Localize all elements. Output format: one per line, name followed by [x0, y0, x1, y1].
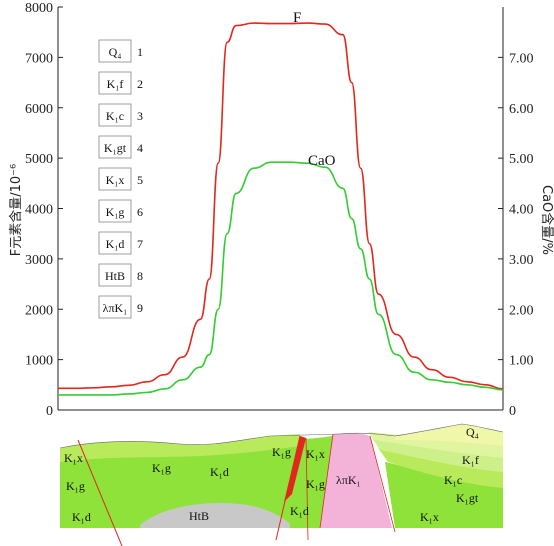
label-k1x-fault: K₁x: [306, 447, 325, 461]
label-k1d-left: K₁d: [72, 510, 91, 524]
fault-zone: [284, 436, 306, 502]
left-tick-label: 4000: [25, 203, 53, 218]
left-tick-label: 7000: [25, 51, 53, 66]
k1gt-layer: [378, 448, 503, 488]
cross-section: K₁x K₁g K₁d K₁g K₁d HtB K₁g K₁x K₁g K₁d …: [59, 423, 504, 546]
legend-swatch: [98, 231, 132, 255]
label-k1g-left: K₁g: [66, 479, 85, 493]
label-k1gt: K₁gt: [456, 491, 479, 505]
legend-label: λπK₁: [103, 301, 128, 315]
left-tick-label: 2000: [25, 303, 53, 318]
intrusion-contact-right: [369, 435, 396, 533]
label-k1x-left: K₁x: [64, 451, 83, 465]
legend-label: K₁c: [106, 109, 124, 123]
legend-swatch: [98, 199, 132, 223]
right-tick-label: 2.00: [509, 303, 534, 318]
series-line-cao: [58, 161, 504, 396]
left-axis-ticks: 0 1000 2000 3000 4000 5000 6000 7000 8000: [25, 1, 63, 419]
intrusion-contact-left: [319, 433, 334, 529]
label-k1x-right: K₁x: [420, 510, 439, 524]
label-k1g-fault: K₁g: [272, 445, 291, 459]
legend-label: K₁x: [106, 173, 125, 187]
series-label-cao: CaO: [308, 153, 336, 169]
right-axis-ticks: 0 1.00 2.00 3.00 4.00 5.00 6.00 7.00: [498, 51, 534, 419]
legend-number: 3: [137, 109, 143, 123]
left-tick-label: 6000: [25, 102, 53, 117]
right-tick-label: 6.00: [509, 102, 534, 117]
legend-label: K₁g: [106, 205, 125, 219]
label-k1c: K₁c: [444, 473, 462, 487]
htb-body: [140, 502, 290, 528]
legend-swatch: [98, 295, 132, 319]
legend-number: 9: [137, 301, 143, 315]
label-k1g-fault2: K₁g: [306, 477, 325, 491]
left-tick-label: 5000: [25, 152, 53, 167]
fault-line-left: [77, 439, 123, 546]
legend-number: 4: [137, 141, 143, 155]
legend-label: Q₄: [109, 45, 122, 59]
legend-number: 5: [137, 173, 143, 187]
ground-surface: [59, 423, 504, 449]
label-htb: HtB: [189, 509, 209, 523]
right-tick-label: 0: [509, 404, 516, 419]
legend-swatch: [98, 135, 132, 159]
k1x-layer-left: [60, 434, 300, 462]
legend-label: K₁gt: [104, 141, 127, 155]
legend-swatch: [98, 71, 132, 95]
legend-number: 7: [137, 237, 143, 251]
left-tick-label: 0: [46, 404, 53, 419]
left-tick-label: 3000: [25, 253, 53, 268]
label-k1g-mid: K₁g: [152, 461, 171, 475]
left-tick-label: 1000: [25, 354, 53, 369]
legend-swatch: [98, 39, 132, 63]
k1c-layer: [372, 438, 503, 472]
legend-swatch: [98, 167, 132, 191]
intrusion-body: [320, 433, 392, 528]
right-tick-label: 5.00: [509, 152, 534, 167]
fault-line-right: [305, 437, 309, 541]
right-tick-label: 7.00: [509, 51, 534, 66]
legend-label: K₁d: [106, 237, 125, 251]
label-k1d-mid: K₁d: [210, 465, 229, 479]
right-tick-label: 1.00: [509, 354, 534, 369]
right-tick-label: 4.00: [509, 203, 534, 218]
q4-layer: [395, 424, 503, 446]
label-q4: Q₄: [466, 425, 479, 439]
right-axis-label: CaO含量/%: [539, 185, 554, 255]
legend-swatch: [98, 103, 132, 127]
legend-label: HtB: [105, 269, 125, 283]
left-axis-label: F元素含量/10⁻⁶: [8, 164, 24, 256]
legend-swatch: [98, 263, 132, 287]
legend: Q₄ 1 K₁f 2 K₁c 3 K₁gt 4 K₁x 5 K₁g 6 K₁d 7 HtB 8 λπK₁ 9: [98, 39, 143, 319]
series-label-f: F: [293, 10, 301, 26]
legend-number: 8: [137, 269, 143, 283]
label-k1f: K₁f: [462, 453, 479, 467]
legend-number: 6: [137, 205, 143, 219]
series-line-f: [58, 22, 504, 390]
left-tick-label: 8000: [25, 1, 53, 16]
legend-number: 2: [137, 77, 143, 91]
legend-number: 1: [137, 45, 143, 59]
label-k1d-fault: K₁d: [290, 504, 309, 518]
right-tick-label: 3.00: [509, 253, 534, 268]
plot-area: 0 1000 2000 3000 4000 5000 6000 7000 8000 0 1.00 2…: [8, 1, 554, 419]
label-intrusion: λπK₁: [336, 473, 361, 487]
k1x-layer-right: [385, 462, 503, 528]
legend-label: K₁f: [107, 77, 124, 91]
